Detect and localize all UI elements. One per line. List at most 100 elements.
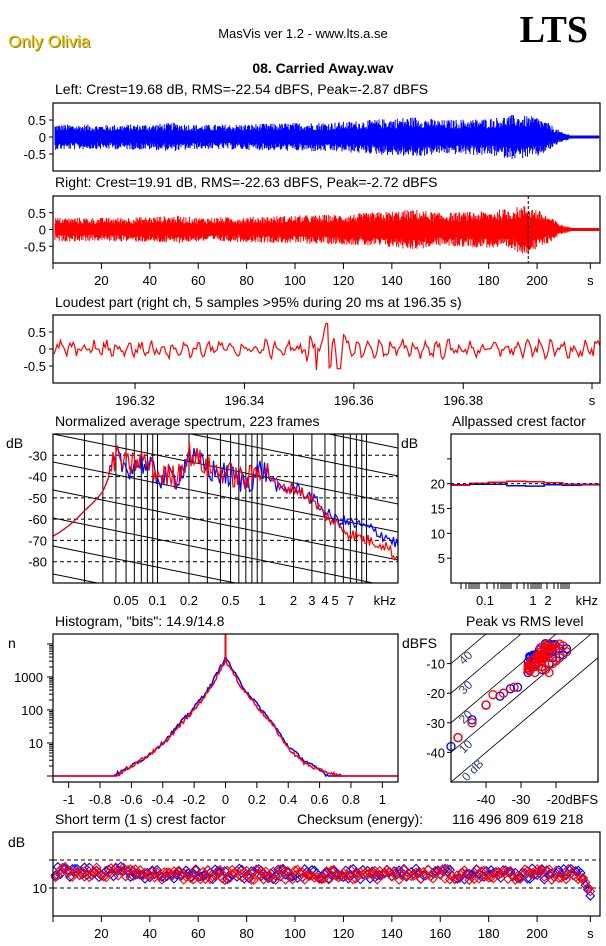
loudest-part-ytick-label: -0.5 [24,359,46,374]
crest-point-right [188,874,199,885]
histogram-xtick-label: -0.2 [183,792,205,807]
allpass-ytick-label: 5 [438,551,445,566]
crest-point-right [304,869,315,880]
peak-rms-diagonal [451,634,557,724]
spectrum-slope-line [53,658,398,728]
histogram-series-right [53,659,398,778]
spectrum-title: Normalized average spectrum, 223 frames [55,413,320,429]
peak-rms-point-right [509,682,519,692]
crest-point-right [503,873,514,885]
crest-point-right [299,874,310,885]
histogram-ytick-label: 100 [21,703,43,718]
allpass-ytick-label: 10 [431,526,445,541]
crest-xtick-label: 120 [333,926,355,941]
crest-point-right [113,870,124,881]
crest-point-right [524,867,535,878]
spectrum-slope-line [188,434,398,477]
crest-point-right [546,874,557,885]
crest-point-right [476,866,487,877]
histogram-xtick-label: -1 [63,792,75,807]
loudest-part-xtick-label: 196.34 [225,393,265,408]
app-title: MasVis ver 1.2 - www.lts.a.se [218,26,388,41]
spectrum-slope-line [53,545,238,583]
peak-rms-point-right [481,700,491,710]
crest-point-right [544,864,555,875]
peak-rms-point-right [524,664,534,674]
histogram-xtick-label: 1 [379,792,386,807]
histogram-series-left [53,652,398,778]
crest-point-right [326,865,337,876]
crest-point-right [575,872,586,883]
histogram-ylabel: n [8,635,16,651]
crest-point-right [229,868,240,879]
histogram-xtick-label: -0.6 [120,792,142,807]
loudest-part-ytick-label: 0.5 [28,325,46,340]
crest-point-right [338,867,349,878]
right-waveform-xtick-label: 60 [191,273,205,288]
crest-point-right [411,867,422,878]
short-term-crest: 10 20 40 60 80 100 120 140 160 180 200 s [33,859,600,941]
crest-point-right [270,874,281,885]
peak-rms-point-right [536,642,546,653]
crest-point-right [224,873,235,884]
crest-title: Short term (1 s) crest factor [55,811,226,827]
crest-ylabel: dB [8,834,26,850]
peak-rms-xtick-label: -20 [547,792,566,807]
histogram-ytick-label: 1000 [14,670,43,685]
peak-rms-diagonal [451,657,598,782]
allpass-xtick-label: 1 [529,593,536,608]
loudest-part-xtick-label: 196.36 [334,393,374,408]
loudest-part-xtick-label: 196.32 [115,393,155,408]
peak-rms-point-right [544,667,554,678]
spectrum-ytick-label: -30 [28,448,47,463]
spectrum-xtick-label: 4 [321,593,328,608]
crest-point-right [316,874,327,885]
spectrum-series-right [52,442,399,562]
spectrum-ylabel: dB [6,435,24,451]
spectrum-ytick-label: -80 [28,555,47,570]
loudest-part-xtick-label: s [589,393,596,408]
crest-point-right [285,870,296,881]
peak-rms-point-right [453,732,463,743]
crest-point-right [486,872,497,883]
crest-xtick-label: s [587,926,594,941]
crest-point-right [241,865,252,876]
peak-rms-title: Peak vs RMS level [466,613,584,629]
crest-point-right [144,870,155,881]
peak-rms-point-right [539,652,549,662]
right-waveform-xtick-label: s [587,273,594,288]
histogram-xtick-label: 0.6 [311,792,329,807]
peak-rms-diagonal-label: 30 [456,678,476,698]
loudest-part-ytick-label: 0 [39,342,46,357]
right-waveform-xtick-label: 160 [429,273,451,288]
crest-point-right [432,866,443,877]
crest-point-right [384,866,395,877]
peak-rms-ylabel: dBFS [402,635,438,651]
crest-point-right [365,867,376,878]
spectrum-slope-line [326,434,398,449]
crest-point-left [539,874,550,885]
crest-point-right [340,871,351,882]
crest-point-right [323,874,334,885]
crest-point-right [118,862,129,873]
allpass-series-left [451,483,600,487]
right-waveform-ytick-label: 0.5 [28,206,46,221]
crest-point-left [570,866,581,877]
left-waveform-ytick-label: -0.5 [24,147,46,162]
crest-point-right [418,866,429,877]
peak-rms-point-right [498,688,509,698]
crest-point-right [236,872,247,883]
histogram: 1000 100 10 -1 -0.8 -0.6 -0.4 -0.2 0 0.2 0.4 0.6 0.8… [14,634,398,807]
crest-point-right [260,866,272,877]
crest-point-right [246,874,257,885]
lts-logo: LTS [519,9,588,51]
crest-point-right [563,864,574,875]
crest-point-right [454,872,465,883]
spectrum-slope-line [53,461,398,533]
peak-rms-diagonal-label: 40 [456,648,476,668]
spectrum-slope-line [53,714,398,784]
histogram-xtick-label: 0.8 [342,792,360,807]
crest-point-right [386,871,397,882]
